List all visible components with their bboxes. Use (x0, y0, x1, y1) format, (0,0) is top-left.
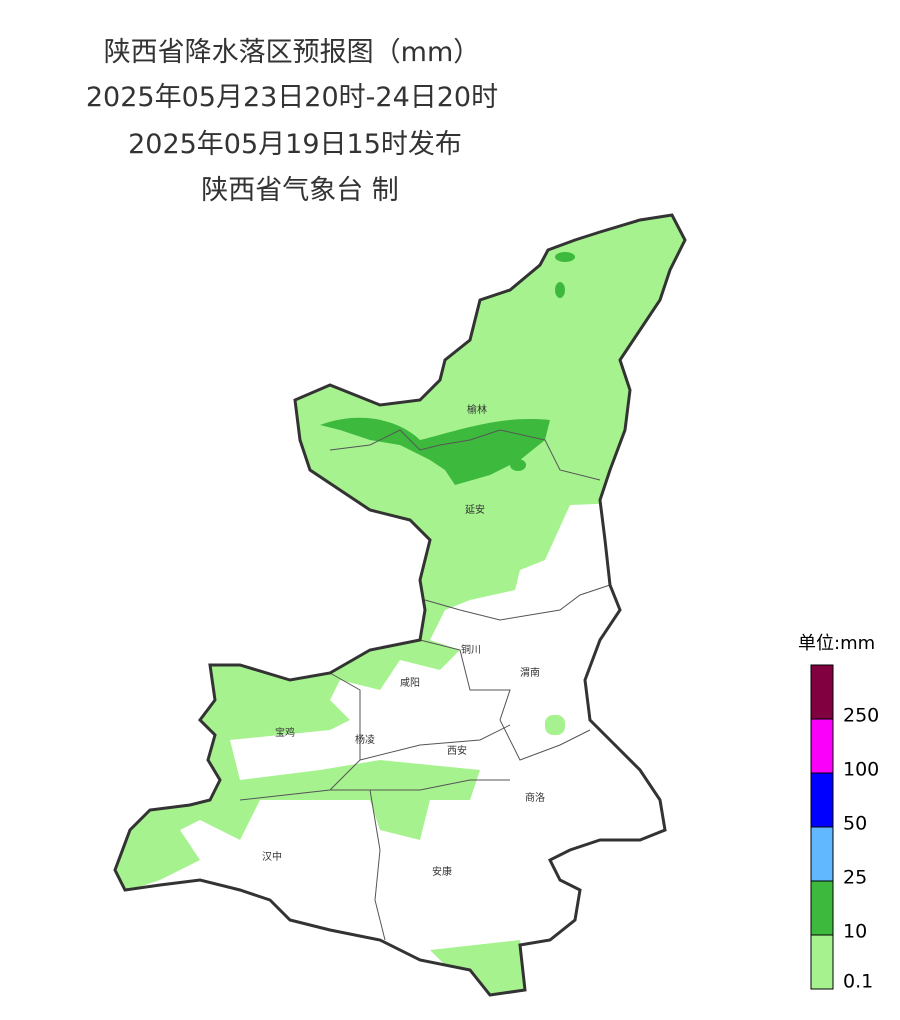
legend-swatch (810, 718, 834, 774)
rain-10 (555, 282, 565, 298)
city-label: 铜川 (461, 644, 481, 656)
legend-swatch (810, 880, 834, 936)
city-label: 渭南 (520, 666, 540, 679)
legend-swatch (810, 772, 834, 828)
rain-0-1 (545, 715, 565, 735)
city-borders (239, 429, 611, 941)
city-label: 咸阳 (400, 677, 420, 689)
city-label: 延安 (465, 503, 485, 516)
legend-label: 50 (843, 813, 867, 835)
city-label: 榆林 (467, 403, 487, 416)
forecast-period: 2025年05月23日20时-24日20时 (85, 82, 499, 113)
legend-title: 单位:mm (798, 633, 875, 654)
city-label: 西安 (447, 744, 467, 757)
city-label: 汉中 (262, 850, 282, 863)
rain-0-1 (115, 215, 685, 900)
legend-swatch (810, 934, 834, 990)
legend-label: 250 (843, 705, 879, 727)
city-label: 宝鸡 (275, 726, 295, 739)
rain-10 (555, 252, 575, 262)
legend-swatch (810, 664, 834, 720)
issuer: 陕西省气象台 制 (201, 175, 399, 206)
map-title: 陕西省降水落区预报图（mm） (103, 37, 481, 68)
legend-label: 25 (843, 867, 867, 889)
legend-label: 10 (843, 921, 867, 943)
rain-10 (510, 459, 526, 471)
city-label: 商洛 (525, 791, 545, 804)
rain-0-1 (430, 940, 530, 995)
issue-time: 2025年05月19日15时发布 (128, 129, 462, 160)
legend-swatch (810, 826, 834, 882)
legend-label: 100 (843, 759, 879, 781)
city-label: 安康 (432, 865, 452, 878)
legend-label: 0.1 (843, 971, 873, 993)
rain-10 (320, 417, 550, 485)
city-label: 杨凌 (355, 733, 375, 746)
